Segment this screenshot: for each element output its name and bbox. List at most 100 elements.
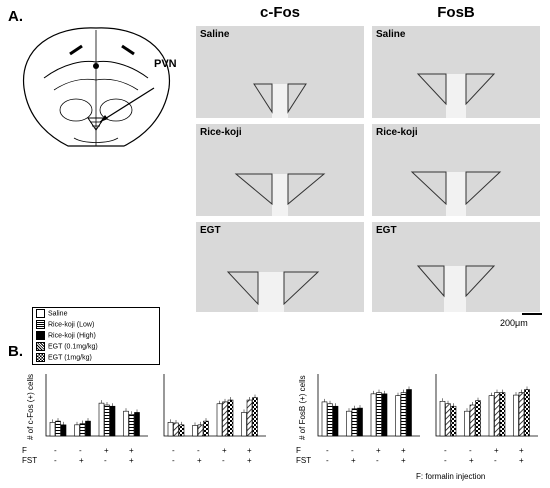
condition-mark: - [494,456,497,465]
bar [524,389,530,437]
micrograph-fosb-egt: EGT [372,222,540,312]
scale-bar [522,313,542,315]
condition-mark: - [197,446,200,455]
legend: Saline Rice-koji (Low) Rice-koji (High) … [32,307,160,365]
bar [178,424,185,437]
row-label-f: F [22,446,27,455]
condition-mark: - [444,446,447,455]
condition-mark: + [376,446,381,455]
bar [370,393,377,437]
bar [499,392,506,437]
row-label-saline: Saline [200,29,230,40]
condition-mark: + [79,456,84,465]
bar [332,405,339,437]
legend-item: Saline [36,309,67,319]
bar [192,425,198,437]
brain-section-diagram [22,27,171,147]
condition-mark: - [376,456,379,465]
bar [197,424,204,437]
bar [439,400,446,437]
bar [518,392,525,437]
bar [400,392,407,437]
bar-chart-cfos-rice-koji [45,374,148,437]
bar [445,403,451,437]
micrograph-cfos-rice-koji: Rice-koji [196,124,364,216]
bar [469,404,476,437]
condition-mark: - [172,446,175,455]
condition-mark: + [351,456,356,465]
row-label-fst: FST [296,456,312,465]
condition-mark: + [247,456,252,465]
bar [128,413,135,437]
bar [246,399,253,437]
bar [241,412,247,437]
bar-chart-fosb-rice-koji [317,374,420,437]
bar [203,420,209,437]
panel-a-label: A. [8,8,23,25]
condition-mark: - [444,456,447,465]
condition-mark: - [222,456,225,465]
condition-mark: + [519,446,524,455]
bar-chart-cfos-egt [163,374,266,437]
bar [123,410,129,437]
bar [134,412,140,437]
bar [450,405,457,437]
bar [109,405,116,437]
bar [346,410,352,437]
bar [74,424,80,437]
bar [464,410,470,437]
bar [252,397,258,437]
footnote: F: formalin injection [416,472,486,481]
bar [55,420,61,437]
bar [395,395,401,437]
condition-mark: + [247,446,252,455]
condition-mark: - [79,446,82,455]
condition-mark: + [401,456,406,465]
micrograph-fosb-rice-koji: Rice-koji [372,124,540,216]
panel-b-label: B. [8,343,23,360]
condition-mark: + [129,446,134,455]
micrograph-cfos-egt: EGT [196,222,364,312]
row-label-fst: FST [22,456,38,465]
condition-mark: + [104,446,109,455]
row-label-rice-koji: Rice-koji [200,127,242,138]
bar-chart-fosb-egt [435,374,538,437]
condition-mark: - [104,456,107,465]
column-header-fosb: FosB [437,4,475,21]
row-label-saline: Saline [376,29,406,40]
bar [475,400,481,437]
bar [98,402,105,437]
legend-swatch [36,342,45,351]
column-header-cfos: c-Fos [259,4,300,21]
bar [222,401,228,437]
condition-mark: - [54,456,57,465]
y-axis-label-cfos: # of c-Fos (+) cells [26,373,35,440]
legend-swatch [36,353,45,362]
bar [494,392,500,437]
legend-item: Rice-koji (Low) [36,320,94,330]
condition-mark: + [401,446,406,455]
bar [406,389,412,437]
micrograph-cfos-saline: Saline [196,26,364,118]
condition-mark: + [494,446,499,455]
bar [376,392,382,437]
condition-mark: + [519,456,524,465]
bar [173,422,179,437]
bar [327,403,333,437]
row-label-egt: EGT [200,225,221,236]
legend-item: EGT (0.1mg/kg) [36,342,98,352]
bar [60,424,67,437]
legend-item: Rice-koji (High) [36,331,96,341]
condition-mark: - [54,446,57,455]
condition-mark: - [351,446,354,455]
condition-mark: + [129,456,134,465]
bar [227,399,234,437]
legend-swatch [36,331,45,340]
bar [357,407,363,437]
scale-bar-label: 200μm [500,318,528,328]
condition-mark: - [172,456,175,465]
legend-item: EGT (1mg/kg) [36,353,92,363]
bar [85,420,91,437]
y-axis-label-fosb: # of FosB (+) cells [298,375,307,440]
bar [321,401,328,437]
